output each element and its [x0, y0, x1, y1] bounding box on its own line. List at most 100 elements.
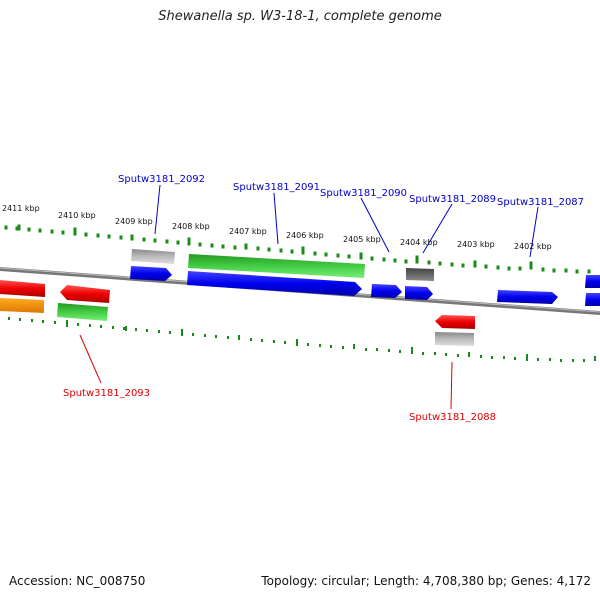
scale-dot: [399, 350, 401, 353]
scale-dot: [434, 352, 436, 355]
scale-dot: [279, 248, 283, 253]
cds-forward-arrow[interactable]: [497, 290, 558, 304]
cds-reverse-arrow[interactable]: [435, 315, 475, 329]
scale-dot: [347, 254, 351, 259]
scale-dot: [61, 230, 65, 235]
scale-dot: [382, 257, 386, 262]
scale-dot: [4, 225, 8, 230]
cds-forward-arrow[interactable]: [585, 293, 600, 306]
upper-scale: [4, 224, 591, 274]
leader-line: [154, 184, 161, 235]
leader-line: [450, 361, 453, 410]
scale-label: 2407 kbp: [229, 227, 267, 236]
scale-dot: [376, 348, 378, 351]
gene-label-2091[interactable]: Sputw3181_2091: [233, 182, 320, 193]
cds-reverse-arrow[interactable]: [0, 280, 45, 297]
scale-dot: [290, 249, 294, 254]
scale-label: 2411 kbp: [2, 204, 40, 213]
scale-dot: [457, 354, 459, 357]
gene-labels: Sputw3181_2092 Sputw3181_2091 Sputw3181_…: [63, 174, 584, 423]
scale-dot: [267, 247, 271, 252]
scale-dot: [388, 349, 390, 352]
scale-dot: [84, 232, 88, 237]
gene-label-2089[interactable]: Sputw3181_2089: [409, 194, 496, 205]
scale-dot: [198, 242, 202, 247]
scale-major-tick: [296, 339, 298, 346]
scale-minor-tick: [238, 335, 240, 340]
scale-dot: [142, 237, 146, 242]
scale-dot: [307, 343, 309, 346]
feature-dark-gray[interactable]: [406, 268, 434, 281]
scale-dot: [153, 238, 157, 243]
scale-dot: [215, 335, 217, 338]
cds-forward-arrow[interactable]: [130, 266, 172, 281]
scale-dot: [461, 263, 465, 268]
scale-major-tick: [73, 227, 77, 236]
scale-dot: [491, 356, 493, 359]
scale-dot: [518, 266, 522, 271]
scale-dot: [119, 235, 123, 240]
scale-dot: [31, 319, 33, 322]
scale-dot: [50, 229, 54, 234]
scale-dot: [27, 227, 31, 232]
cds-forward-arrow[interactable]: [585, 275, 600, 288]
scale-dot: [484, 264, 488, 269]
scale-dot: [204, 334, 206, 337]
scale-minor-tick: [594, 356, 596, 361]
scale-dot: [330, 345, 332, 348]
map-title: Shewanella sp. W3-18-1, complete genome: [158, 9, 442, 24]
gene-label-2092[interactable]: Sputw3181_2092: [118, 174, 205, 185]
scale-major-tick: [66, 320, 68, 327]
feature-gray-rna[interactable]: [131, 249, 175, 264]
scale-dot: [587, 269, 591, 274]
scale-dot: [227, 336, 229, 339]
scale-dot: [393, 258, 397, 263]
scale-dot: [537, 358, 539, 361]
scale-dot: [135, 328, 137, 331]
accession-text: Accession: NC_008750: [9, 574, 146, 588]
scale-dot: [313, 251, 317, 256]
cds-forward-arrow[interactable]: [187, 271, 362, 296]
leader-line: [273, 192, 279, 245]
scale-dot: [575, 269, 579, 274]
scale-dot: [123, 327, 125, 330]
gene-label-2093[interactable]: Sputw3181_2093: [63, 388, 150, 399]
scale-dot: [427, 260, 431, 265]
gene-label-2090[interactable]: Sputw3181_2090: [320, 188, 407, 199]
scale-dot: [250, 338, 252, 341]
scale-minor-tick: [125, 326, 127, 331]
scale-dot: [480, 355, 482, 358]
scale-dot: [107, 234, 111, 239]
scale-dot: [319, 344, 321, 347]
scale-dot: [176, 240, 180, 245]
scale-dot: [450, 262, 454, 267]
gene-label-2087[interactable]: Sputw3181_2087: [497, 197, 584, 208]
feature-green-rrna[interactable]: [188, 254, 365, 278]
scale-dot: [365, 348, 367, 351]
lower-scale: [8, 317, 596, 362]
feature-orange[interactable]: [0, 298, 44, 313]
scale-minor-tick: [473, 260, 477, 267]
scale-dot: [8, 317, 10, 320]
scale-label: 2402 kbp: [514, 242, 552, 251]
scale-dot: [19, 318, 21, 321]
gene-label-2088[interactable]: Sputw3181_2088: [409, 412, 496, 423]
scale-dot: [77, 323, 79, 326]
scale-minor-tick: [359, 252, 363, 259]
cds-forward-arrow[interactable]: [371, 284, 402, 298]
scale-dot: [541, 267, 545, 272]
leader-line: [360, 197, 390, 253]
cds-forward-arrow[interactable]: [405, 286, 433, 300]
feature-gray-rna[interactable]: [435, 332, 474, 346]
scale-major-tick: [415, 255, 419, 264]
feature-green-rrna[interactable]: [57, 303, 108, 321]
scale-dot: [507, 266, 511, 271]
scale-dot: [96, 233, 100, 238]
scale-dot: [514, 357, 516, 360]
label-leaders: [79, 184, 539, 410]
scale-dot: [560, 359, 562, 362]
scale-dot: [572, 359, 574, 362]
scale-label: 2405 kbp: [343, 235, 381, 244]
cds-reverse-arrow[interactable]: [60, 285, 110, 303]
